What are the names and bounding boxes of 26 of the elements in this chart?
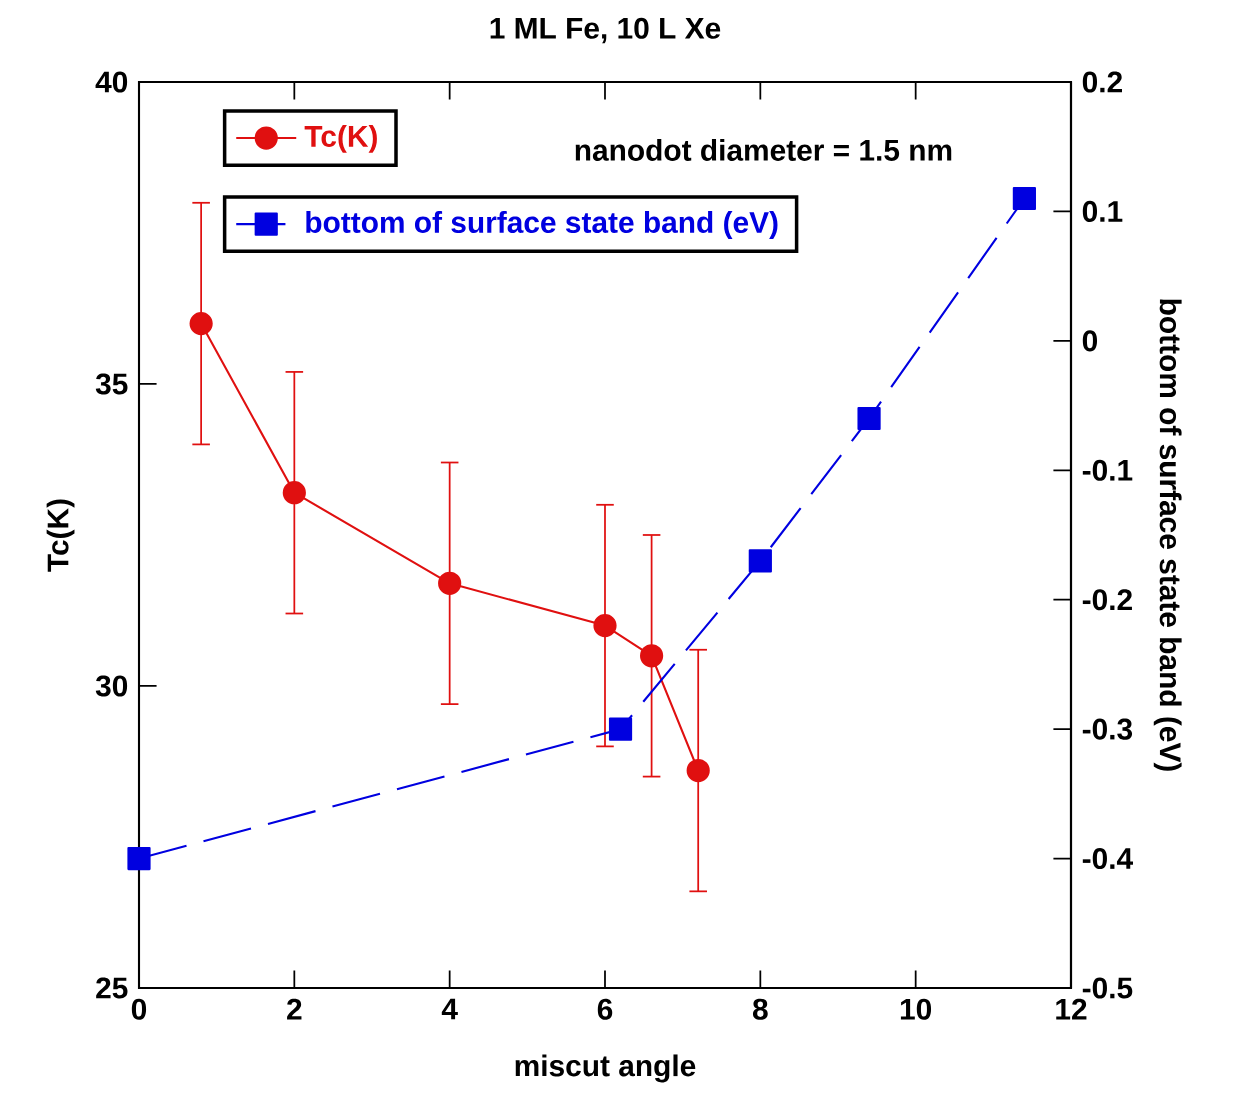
y2-tick-label: -0.3	[1082, 718, 1133, 740]
x-axis-title: miscut angle	[515, 1054, 696, 1083]
y2-tick-label: -0.5	[1082, 977, 1133, 999]
y2-tick-label: -0.1	[1082, 459, 1133, 481]
x-tick-label: 0	[131, 998, 147, 1020]
y2-tick-label: 0	[1082, 330, 1098, 352]
y2-tick-label: -0.4	[1082, 848, 1133, 870]
y-tick-label: 30	[95, 675, 128, 697]
y-tick-label: 25	[96, 977, 128, 999]
y2-tick-label: 0.1	[1082, 200, 1123, 222]
x-tick-label: 8	[752, 998, 768, 1020]
x-tick-label: 4	[441, 998, 458, 1020]
y-axis-title: Tc(K)	[46, 499, 75, 572]
x-tick-label: 6	[597, 998, 613, 1020]
y2-axis-title: bottom of surface state band (eV)	[1153, 299, 1182, 771]
y-tick-label: 35	[95, 373, 128, 395]
legend-label: Tc(K)	[304, 124, 377, 153]
annotation: nanodot diameter = 1.5 nm	[575, 138, 952, 161]
y2-tick-label: 0.2	[1082, 71, 1122, 93]
x-tick-label: 2	[287, 998, 302, 1020]
y-tick-label: 40	[95, 71, 128, 93]
legend-label: bottom of surface state band (eV)	[306, 211, 778, 239]
x-tick-label: 12	[1056, 998, 1087, 1020]
y2-tick-label: -0.2	[1082, 589, 1132, 611]
chart-title: 1 ML Fe, 10 L Xe	[490, 17, 721, 44]
x-tick-label: 10	[900, 998, 932, 1020]
